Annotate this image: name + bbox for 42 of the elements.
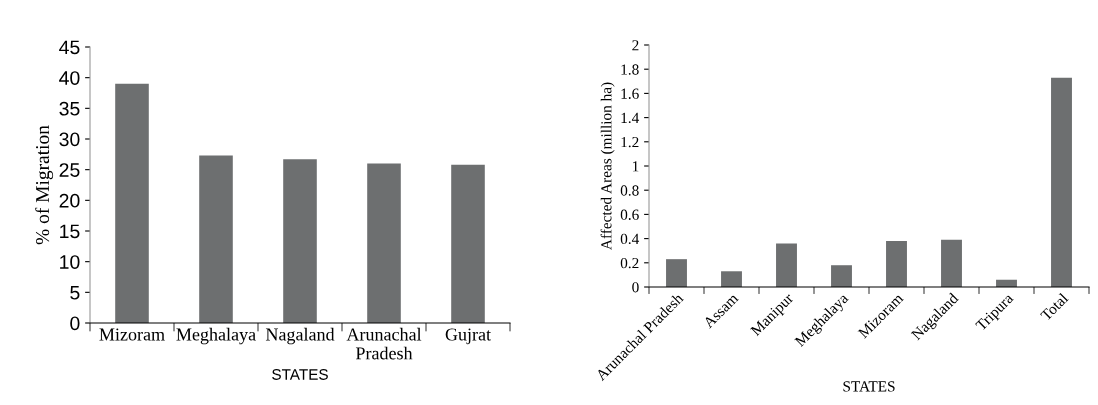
y-tick-label: 1 bbox=[632, 161, 639, 172]
y-tick-label: 1.4 bbox=[621, 112, 640, 124]
y-tick-label: 0.6 bbox=[620, 209, 639, 220]
y-tick-label: 25 bbox=[59, 163, 80, 177]
bar bbox=[831, 265, 852, 287]
bar bbox=[666, 259, 687, 287]
x-tick-label: Arunachal Pradesh bbox=[346, 327, 422, 360]
x-tick-label: Gujrat bbox=[445, 328, 491, 345]
y-tick-label: 10 bbox=[60, 255, 80, 269]
y-tick-label: 0.8 bbox=[620, 185, 639, 196]
bar bbox=[1051, 77, 1072, 287]
y-axis-title: Affected Areas (million ha) bbox=[600, 82, 615, 250]
bar bbox=[941, 239, 962, 287]
bar bbox=[886, 241, 907, 287]
bar bbox=[283, 159, 317, 323]
y-tick-label: 0 bbox=[70, 316, 80, 331]
y-tick-label: 5 bbox=[70, 286, 80, 300]
y-tick-label: 15 bbox=[60, 224, 80, 239]
bar bbox=[451, 164, 485, 323]
y-tick-label: 2 bbox=[632, 40, 639, 51]
y-tick-label: 35 bbox=[59, 101, 80, 116]
y-tick-label: 45 bbox=[59, 40, 80, 55]
y-tick-label: 0.4 bbox=[620, 233, 640, 245]
x-axis-title: STATES bbox=[843, 381, 895, 392]
y-tick-label: 1.6 bbox=[621, 88, 639, 99]
y-tick-label: 1.2 bbox=[621, 136, 639, 148]
bar bbox=[367, 163, 401, 323]
bar bbox=[776, 243, 797, 287]
x-tick-label: Nagaland bbox=[265, 327, 335, 345]
y-tick-label: 20 bbox=[59, 193, 80, 208]
bar bbox=[115, 83, 149, 323]
bar bbox=[721, 271, 742, 287]
y-tick-label: 0.2 bbox=[620, 257, 639, 269]
y-tick-label: 1.8 bbox=[621, 64, 639, 75]
y-tick-label: 0 bbox=[632, 282, 639, 293]
y-tick-label: 30 bbox=[59, 132, 80, 147]
x-tick-label: Mizoram bbox=[99, 328, 165, 341]
x-axis-title: STATES bbox=[272, 369, 328, 380]
y-axis-title: % of Migration bbox=[35, 125, 54, 245]
y-tick-label: 40 bbox=[59, 71, 80, 85]
x-tick-label: Meghalaya bbox=[176, 327, 256, 345]
bar bbox=[199, 155, 233, 323]
